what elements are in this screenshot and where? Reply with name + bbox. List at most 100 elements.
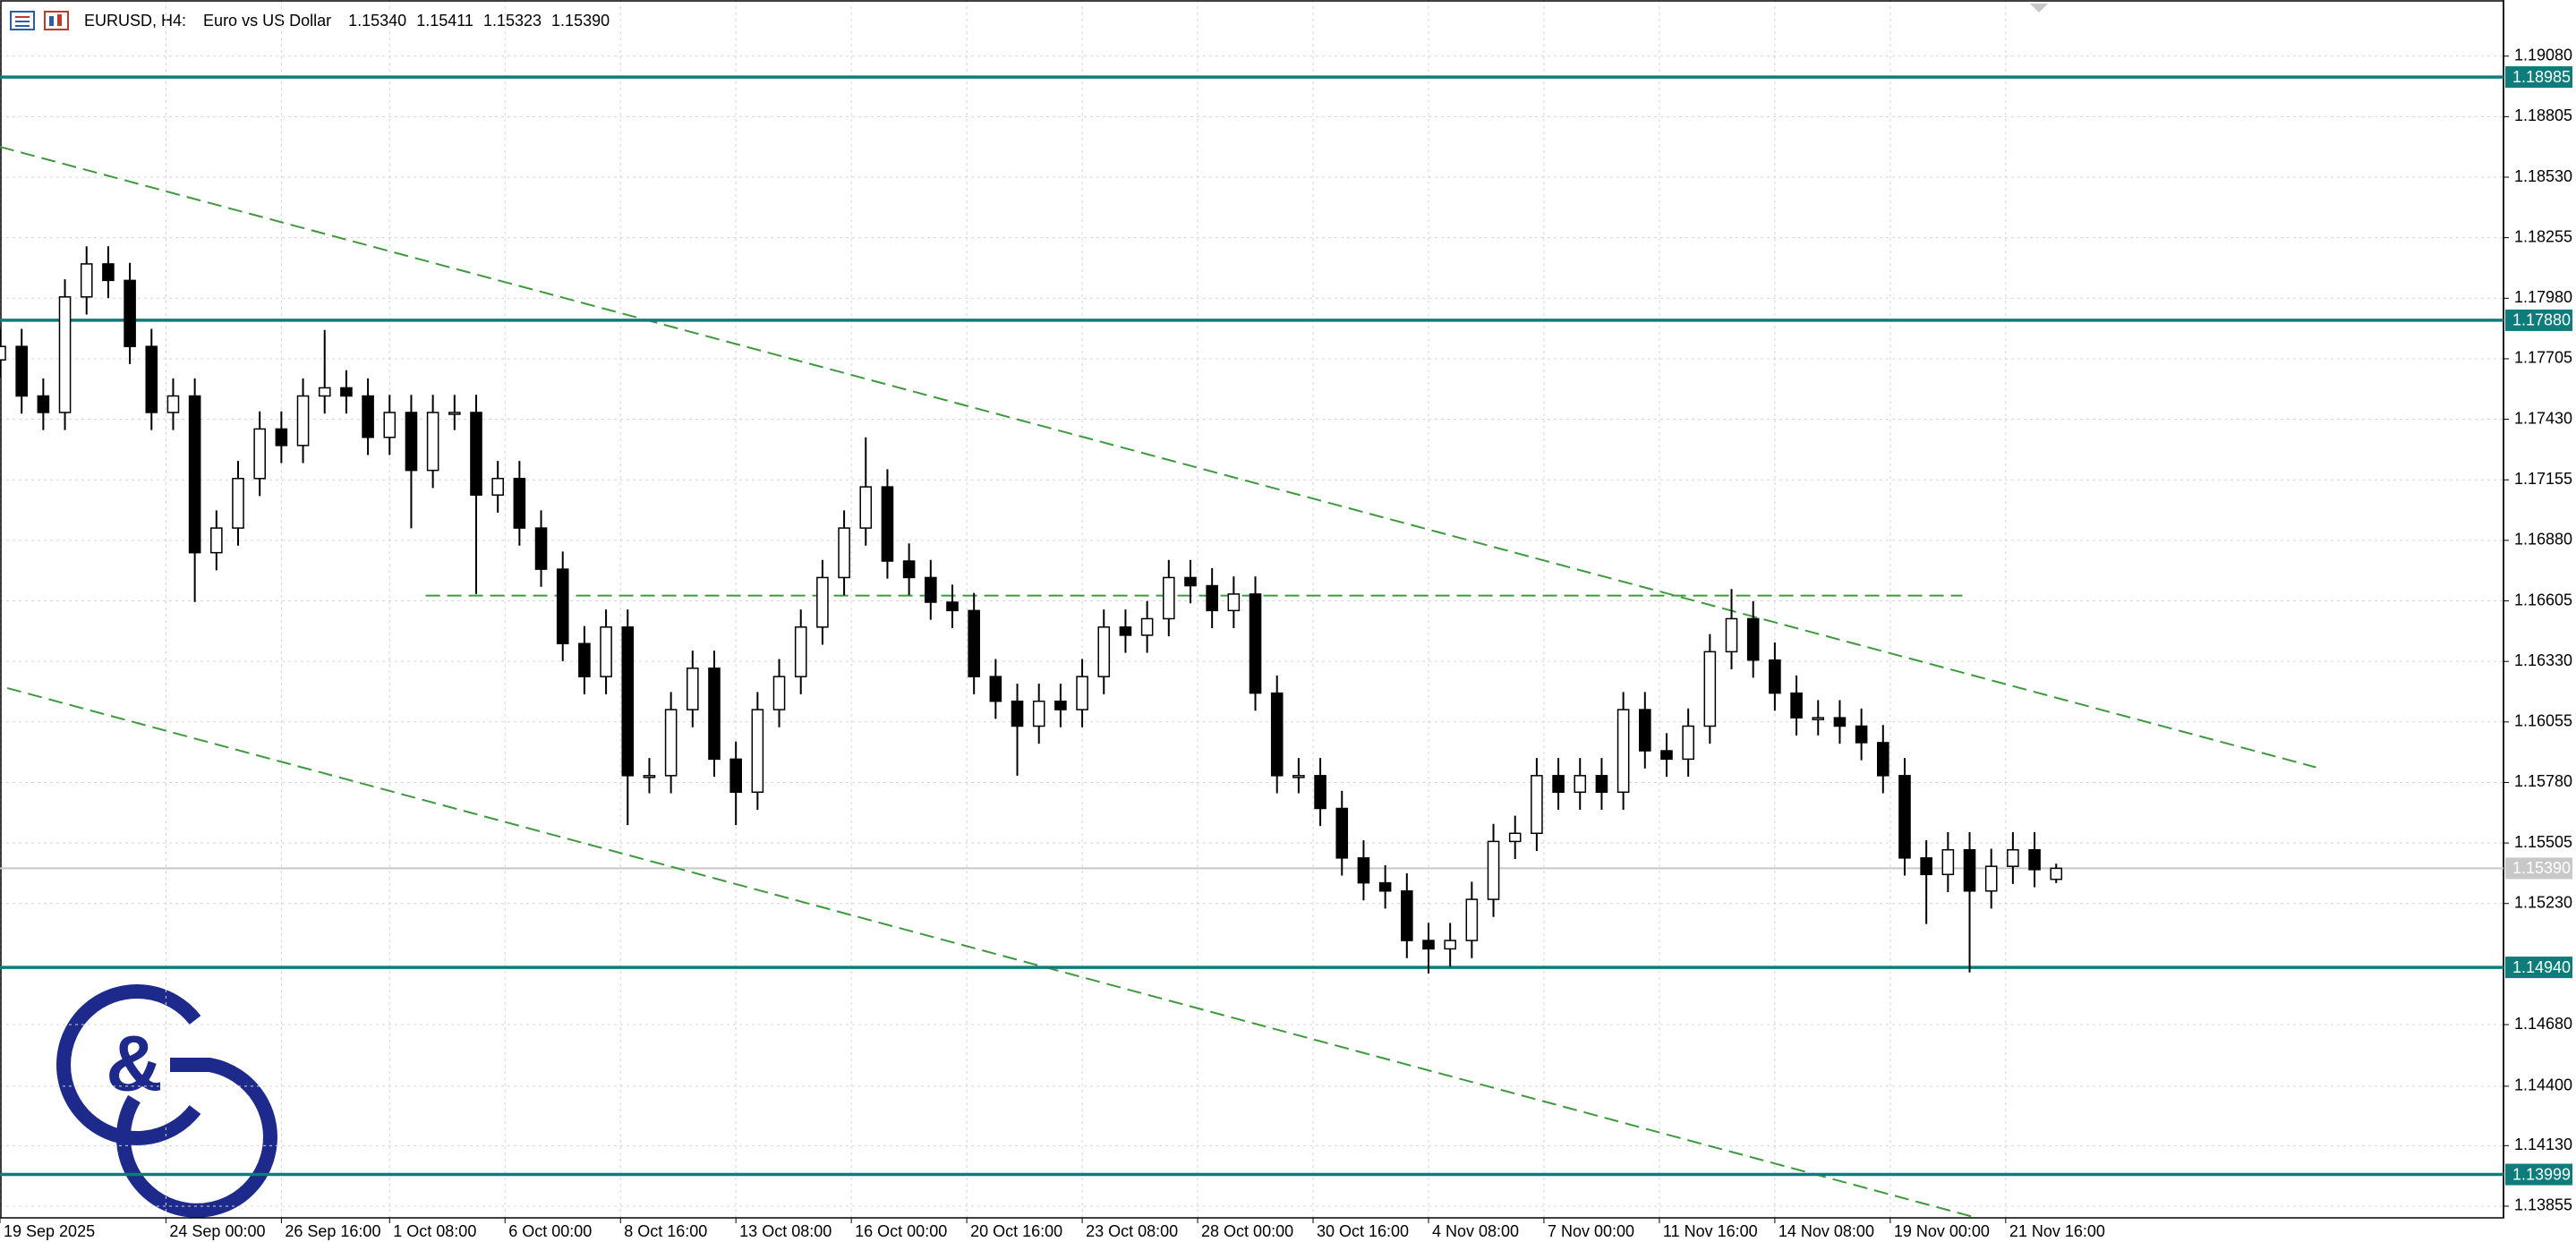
level-box [2505,957,2572,979]
candle-body-bull [318,387,331,397]
candle-body-bull [1163,576,1175,620]
x-tick-label: 21 Nov 16:00 [2009,1222,2105,1240]
candle-body-bull [1444,940,1456,950]
candle-body-bear [102,263,115,282]
low-price: 1.15323 [483,12,542,30]
candle-body-bull [232,478,244,529]
x-tick-label: 28 Oct 00:00 [1201,1222,1293,1240]
candle-body-bear [405,412,418,472]
level-label: 1.14940 [2512,958,2571,976]
candle-body-bull [772,676,786,710]
candle-body-bear [145,345,158,413]
y-tick-label: 1.17430 [2514,409,2572,427]
candle-body-bull [1812,717,1825,720]
x-tick-label: 30 Oct 16:00 [1317,1222,1409,1240]
y-tick-label: 1.15230 [2514,893,2572,911]
high-price: 1.15411 [416,12,473,30]
x-tick-label: 19 Sep 2025 [4,1222,95,1240]
close-price: 1.15390 [551,12,610,30]
current-price-label: 1.15390 [2512,859,2571,877]
candle-body-bear [708,668,721,761]
current-price-box [2505,857,2572,880]
candle-body-bear [1552,775,1565,794]
y-tick-label: 1.19080 [2514,46,2572,64]
candle-body-bear [340,387,353,397]
candle-body-bull [1682,725,1694,761]
x-tick-label: 26 Sep 16:00 [285,1222,380,1240]
candle-body-bull [1140,617,1154,636]
y-tick-label: 1.15505 [2514,833,2572,851]
candle-body-bull [1032,700,1045,727]
y-tick-label: 1.14130 [2514,1136,2572,1153]
y-tick-label: 1.14680 [2514,1015,2572,1033]
level-box [2505,309,2572,331]
x-tick-label: 6 Oct 00:00 [508,1222,592,1240]
trendline [6,686,1977,1219]
y-tick-label: 1.18805 [2514,106,2572,124]
chart-icon[interactable] [44,11,69,30]
logo-text: & [106,1018,163,1107]
y-tick-label: 1.14400 [2514,1076,2572,1094]
chart-header: EURUSD, H4: Euro vs US Dollar 1.15340 1.… [84,12,610,30]
candle-body-bear [1639,709,1651,752]
candle-body-bull [253,428,266,480]
level-label: 1.13999 [2512,1165,2571,1183]
candle-body-bear [275,428,288,447]
candle-body-bull [643,775,656,778]
y-tick-label: 1.17155 [2514,470,2572,488]
candle-body-bull [664,709,678,777]
candle-body-bull [1703,651,1717,727]
candle-body-bull [210,527,223,554]
candle-body-bear [621,626,635,777]
candle-body-bull [1531,775,1543,835]
candle-body-bull [2050,867,2063,880]
candle-body-bear [1206,584,1218,612]
candle-body-bear [534,527,548,570]
candle-body-bear [1422,940,1435,950]
x-tick-label: 1 Oct 08:00 [393,1222,476,1240]
candle-body-bull [2007,848,2019,867]
candle-body-bull [1227,593,1241,612]
candle-body-bear [1746,617,1760,661]
candle-body-bear [925,576,937,603]
y-tick-label: 1.15780 [2514,772,2572,790]
symbol: EURUSD, H4: [84,12,186,30]
y-tick-label: 1.16330 [2514,651,2572,669]
candle-body-bull [1292,775,1305,778]
candle-body-bear [1769,659,1781,694]
candle-body-bear [556,568,569,644]
candle-body-bull [794,626,807,677]
candle-body-bear [124,279,136,347]
candle-body-bear [470,412,482,496]
candle-body-bull [1941,848,1955,876]
candle-body-bull [687,668,699,710]
candle-body-bear [729,758,742,794]
candle-body-bull [58,296,72,413]
candle-body-bear [1920,857,1932,876]
candle-body-bear [578,642,591,677]
candle-body-bear [1833,717,1847,727]
candle-body-bull [1487,840,1500,900]
candle-body-bear [1184,576,1197,587]
candle-body-bear [1054,700,1067,710]
candles [0,246,2063,974]
candle-body-bull [816,576,829,628]
level-label: 1.18985 [2512,68,2571,86]
candle-body-bear [902,560,916,579]
candle-body-bear [1855,725,1868,744]
trendline [0,146,2316,769]
description: Euro vs US Dollar [203,12,331,30]
candle-body-bull [1725,617,1738,653]
y-tick-label: 1.17980 [2514,288,2572,306]
x-tick-label: 7 Nov 00:00 [1548,1222,1634,1240]
logo-arc [115,1058,277,1218]
candle-body-bull [491,478,504,496]
y-tick-label: 1.16880 [2514,531,2572,549]
candle-body-bull [838,527,850,579]
candle-body-bear [1011,700,1024,727]
candle-body-bear [2028,848,2041,871]
candle-body-bear [37,395,50,413]
candle-body-bear [188,395,201,554]
candle-body-bear [1963,848,1976,892]
level-box [2505,66,2572,89]
